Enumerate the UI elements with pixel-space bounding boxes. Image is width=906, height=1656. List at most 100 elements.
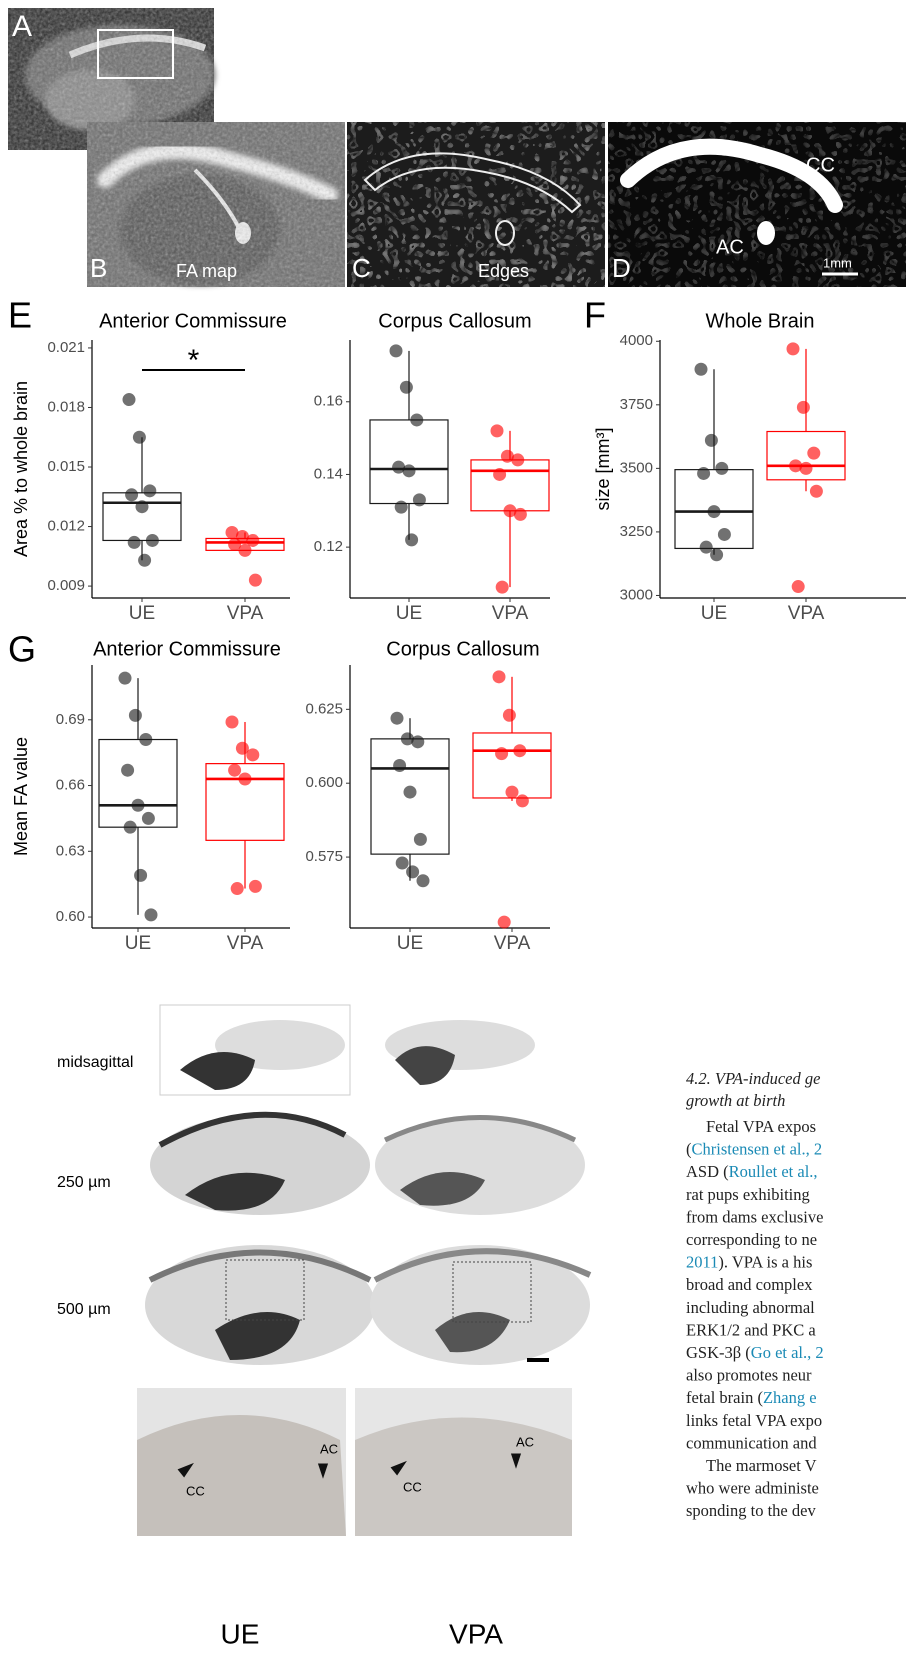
y-tick-label: 0.63 — [56, 842, 85, 859]
text-run: GSK-3β ( — [686, 1343, 751, 1362]
data-point — [413, 493, 426, 506]
group-label: UE — [221, 1618, 260, 1649]
data-point — [400, 381, 413, 394]
data-point — [506, 786, 519, 799]
y-tick-label: 0.012 — [47, 518, 85, 535]
data-point — [807, 447, 820, 460]
y-tick-label: 0.018 — [47, 398, 85, 415]
text-run: Fetal VPA expos — [706, 1117, 816, 1136]
chart-title: Anterior Commissure — [99, 310, 287, 332]
data-point — [514, 508, 527, 521]
data-point — [142, 812, 155, 825]
citation: 2011 — [686, 1252, 718, 1271]
paragraph-line: also promotes neur — [686, 1365, 812, 1384]
paragraph-line: fetal brain (Zhang e — [686, 1388, 817, 1407]
panel-label: E — [8, 295, 32, 336]
data-point — [138, 554, 151, 567]
mri-panel-c — [347, 122, 605, 287]
data-point — [697, 467, 710, 480]
paragraph-line: 2011). VPA is a his — [686, 1252, 812, 1271]
y-tick-label: 0.600 — [305, 774, 343, 791]
data-point — [417, 874, 430, 887]
paragraph-line: (Christensen et al., 2 — [686, 1139, 822, 1158]
x-tick-label: UE — [701, 603, 727, 624]
data-point — [493, 670, 506, 683]
y-tick-label: 3750 — [620, 396, 653, 413]
paragraph-line: sponding to the dev — [686, 1501, 816, 1520]
y-tick-label: 0.625 — [305, 700, 343, 717]
citation: Go et al., 2 — [751, 1343, 824, 1362]
data-point — [134, 869, 147, 882]
image-label: AC — [716, 236, 744, 258]
significance-label: * — [188, 344, 200, 377]
paragraph-line: Fetal VPA expos — [706, 1117, 816, 1136]
data-point — [146, 534, 159, 547]
text-run: communication and — [686, 1433, 817, 1452]
data-point — [513, 744, 526, 757]
text-run: including abnormal — [686, 1298, 815, 1317]
paragraph-line: including abnormal — [686, 1298, 815, 1317]
text-run: ASD ( — [686, 1162, 729, 1181]
y-tick-label: 3250 — [620, 523, 653, 540]
y-tick-label: 3000 — [620, 586, 653, 603]
x-tick-label: VPA — [494, 933, 531, 954]
x-tick-label: UE — [125, 933, 151, 954]
text-run: from dams exclusive — [686, 1207, 823, 1226]
data-point — [700, 541, 713, 554]
group-label: VPA — [449, 1618, 503, 1649]
row-label: 500 µm — [57, 1301, 111, 1318]
paragraph-line: from dams exclusive — [686, 1207, 823, 1226]
x-tick-label: VPA — [492, 603, 529, 624]
paragraph-line: GSK-3β (Go et al., 2 — [686, 1343, 824, 1362]
data-point — [396, 856, 409, 869]
data-point — [498, 916, 511, 929]
section-heading: 4.2. VPA-induced ge — [686, 1069, 820, 1088]
data-point — [228, 764, 241, 777]
box — [370, 420, 448, 504]
paragraph-line: links fetal VPA expo — [686, 1411, 822, 1430]
panel-label: G — [8, 629, 36, 670]
text-run: ). VPA is a his — [718, 1252, 812, 1271]
chart-title: Whole Brain — [706, 310, 815, 332]
paragraph-line: ERK1/2 and PKC a — [686, 1320, 816, 1339]
x-tick-label: VPA — [788, 603, 825, 624]
box — [99, 740, 177, 828]
text-run: fetal brain ( — [686, 1388, 763, 1407]
data-point — [495, 747, 508, 760]
section-heading: growth at birth — [686, 1091, 785, 1110]
data-point — [493, 468, 506, 481]
text-run: who were administe — [686, 1478, 819, 1497]
x-tick-label: VPA — [227, 933, 264, 954]
zoom-label: AC — [320, 1441, 338, 1456]
y-axis-label: size [mm³] — [593, 428, 613, 511]
box — [103, 493, 181, 541]
data-point — [395, 501, 408, 514]
data-point — [119, 672, 132, 685]
y-tick-label: 3500 — [620, 459, 653, 476]
figure: ABCDEFGFA mapEdgesCCAC1mmAnterior Commis… — [0, 0, 906, 1656]
data-point — [133, 431, 146, 444]
row-label: 250 µm — [57, 1174, 111, 1191]
data-point — [391, 712, 404, 725]
x-tick-label: UE — [129, 603, 155, 624]
data-point — [143, 484, 156, 497]
chart-title: Corpus Callosum — [386, 638, 539, 660]
panel-label: C — [352, 253, 371, 283]
data-point — [125, 488, 138, 501]
citation: Zhang e — [763, 1388, 817, 1407]
text-run: ERK1/2 and PKC a — [686, 1320, 816, 1339]
text-run: rat pups exhibiting — [686, 1185, 810, 1204]
paragraph-line: who were administe — [686, 1478, 819, 1497]
data-point — [708, 505, 721, 518]
box — [471, 460, 549, 511]
data-point — [715, 462, 728, 475]
x-tick-label: UE — [397, 933, 423, 954]
data-point — [145, 908, 158, 921]
data-point — [404, 786, 417, 799]
text-run: sponding to the dev — [686, 1501, 816, 1520]
data-point — [124, 821, 137, 834]
data-point — [136, 500, 149, 513]
data-point — [129, 709, 142, 722]
image-caption: FA map — [176, 261, 237, 281]
y-tick-label: 0.575 — [305, 848, 343, 865]
